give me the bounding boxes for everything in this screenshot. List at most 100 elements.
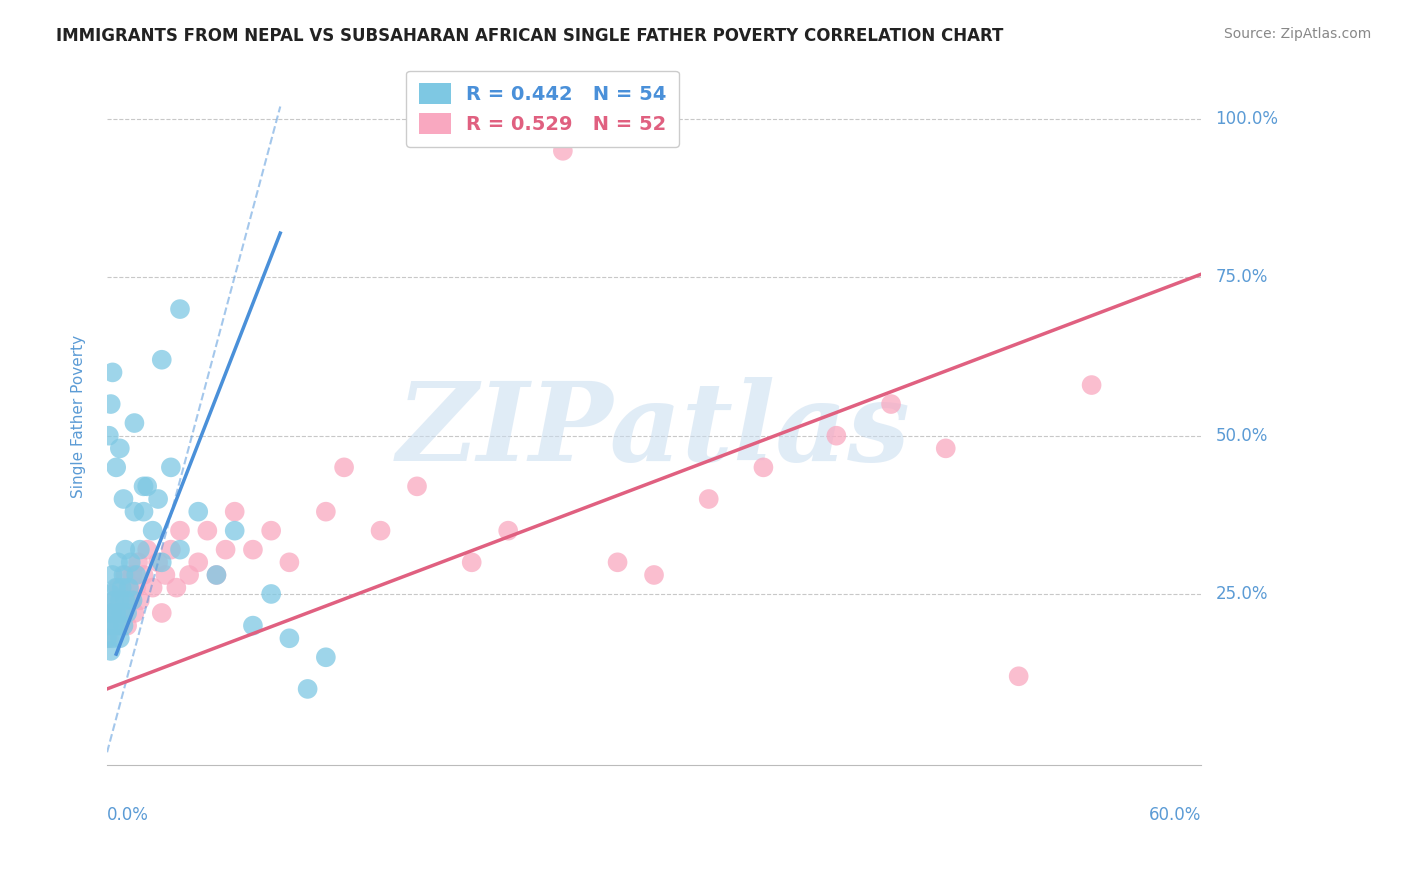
Point	[100, 644, 122, 658]
Point	[187, 555, 209, 569]
Text: 60.0%: 60.0%	[1149, 806, 1201, 824]
Point	[242, 618, 264, 632]
Point	[97, 606, 120, 620]
Point	[160, 460, 183, 475]
Text: ZIPatlas: ZIPatlas	[396, 377, 911, 484]
Point	[115, 618, 138, 632]
Point	[100, 397, 122, 411]
Point	[224, 524, 246, 538]
Text: 25.0%: 25.0%	[1216, 585, 1268, 603]
Point	[115, 606, 138, 620]
Point	[101, 606, 124, 620]
Text: 0.0%: 0.0%	[107, 806, 149, 824]
Point	[1080, 378, 1102, 392]
Text: 100.0%: 100.0%	[1216, 111, 1278, 128]
Point	[825, 428, 848, 442]
Point	[100, 587, 122, 601]
Point	[105, 581, 128, 595]
Point	[108, 632, 131, 646]
Point	[112, 491, 135, 506]
Point	[103, 593, 125, 607]
Point	[606, 555, 628, 569]
Text: IMMIGRANTS FROM NEPAL VS SUBSAHARAN AFRICAN SINGLE FATHER POVERTY CORRELATION CH: IMMIGRANTS FROM NEPAL VS SUBSAHARAN AFRI…	[56, 27, 1004, 45]
Point	[97, 632, 120, 646]
Point	[107, 555, 129, 569]
Point	[551, 144, 574, 158]
Point	[111, 606, 134, 620]
Point	[136, 479, 159, 493]
Point	[128, 593, 150, 607]
Point	[150, 352, 173, 367]
Point	[224, 505, 246, 519]
Point	[111, 581, 134, 595]
Point	[132, 568, 155, 582]
Point	[112, 568, 135, 582]
Point	[105, 460, 128, 475]
Text: 50.0%: 50.0%	[1216, 426, 1268, 445]
Point	[124, 606, 146, 620]
Point	[101, 632, 124, 646]
Point	[169, 524, 191, 538]
Point	[101, 618, 124, 632]
Point	[114, 593, 136, 607]
Point	[111, 593, 134, 607]
Point	[165, 581, 187, 595]
Text: Source: ZipAtlas.com: Source: ZipAtlas.com	[1223, 27, 1371, 41]
Point	[125, 581, 148, 595]
Point	[124, 505, 146, 519]
Point	[370, 524, 392, 538]
Point	[103, 618, 125, 632]
Point	[169, 302, 191, 317]
Point	[179, 568, 201, 582]
Point	[935, 442, 957, 456]
Point	[406, 479, 429, 493]
Point	[150, 606, 173, 620]
Point	[108, 593, 131, 607]
Point	[187, 505, 209, 519]
Point	[108, 442, 131, 456]
Point	[142, 581, 165, 595]
Point	[107, 581, 129, 595]
Point	[118, 581, 141, 595]
Point	[278, 555, 301, 569]
Point	[124, 416, 146, 430]
Point	[880, 397, 903, 411]
Point	[146, 491, 169, 506]
Point	[103, 593, 125, 607]
Point	[460, 555, 482, 569]
Point	[105, 606, 128, 620]
Point	[205, 568, 228, 582]
Point	[697, 491, 720, 506]
Point	[101, 568, 124, 582]
Y-axis label: Single Father Poverty: Single Father Poverty	[72, 335, 86, 499]
Point	[121, 568, 143, 582]
Point	[155, 568, 177, 582]
Point	[297, 681, 319, 696]
Point	[242, 542, 264, 557]
Point	[205, 568, 228, 582]
Point	[315, 650, 337, 665]
Point	[214, 542, 236, 557]
Point	[105, 606, 128, 620]
Point	[108, 618, 131, 632]
Point	[496, 524, 519, 538]
Point	[315, 505, 337, 519]
Point	[160, 542, 183, 557]
Point	[132, 505, 155, 519]
Point	[278, 632, 301, 646]
Point	[260, 524, 283, 538]
Legend: R = 0.442   N = 54, R = 0.529   N = 52: R = 0.442 N = 54, R = 0.529 N = 52	[406, 70, 679, 146]
Point	[121, 593, 143, 607]
Point	[112, 618, 135, 632]
Point	[97, 428, 120, 442]
Point	[96, 632, 118, 646]
Point	[120, 593, 142, 607]
Point	[114, 568, 136, 582]
Point	[112, 606, 135, 620]
Point	[125, 568, 148, 582]
Point	[128, 542, 150, 557]
Point	[150, 555, 173, 569]
Point	[118, 581, 141, 595]
Point	[643, 568, 665, 582]
Point	[97, 618, 120, 632]
